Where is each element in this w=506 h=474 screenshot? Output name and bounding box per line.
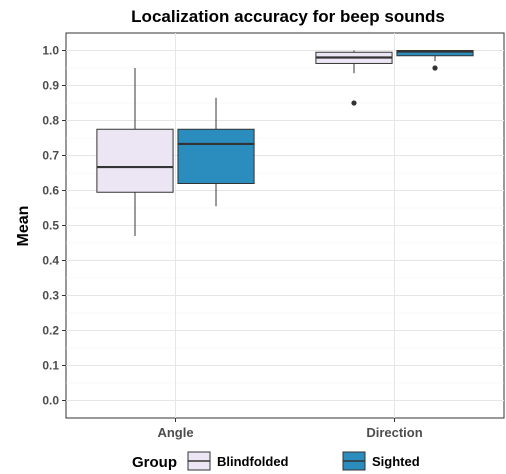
y-tick-label: 0.2	[42, 324, 59, 338]
y-tick-label: 0.7	[42, 149, 59, 163]
y-tick-label: 0.4	[42, 254, 59, 268]
x-axis-ticks: Angle Direction	[157, 418, 423, 440]
y-tick-label: 0.8	[42, 114, 59, 128]
legend-key-blindfolded: Blindfolded	[187, 451, 289, 471]
box-sighted-angle	[177, 128, 255, 184]
y-tick-label: 0.9	[42, 79, 59, 93]
y-tick-label: 0.1	[42, 359, 59, 373]
y-tick-label: 0.3	[42, 289, 59, 303]
x-tick-label: Direction	[366, 425, 422, 440]
legend: Group Blindfolded Sighted	[132, 451, 420, 471]
y-axis-label: Mean	[15, 206, 32, 247]
y-tick-label: 1.0	[42, 44, 59, 58]
legend-key-sighted: Sighted	[342, 451, 420, 471]
legend-label: Blindfolded	[217, 454, 289, 469]
y-tick-label: 0.5	[42, 219, 59, 233]
y-axis-ticks: 0.0 0.1 0.2 0.3 0.4 0.5 0.6 0.7 0.8 0.9 1.0	[42, 44, 66, 408]
y-tick-label: 0.6	[42, 184, 59, 198]
legend-title: Group	[132, 454, 177, 471]
box-layer	[96, 50, 474, 236]
y-tick-label: 0.0	[42, 394, 59, 408]
legend-label: Sighted	[372, 454, 420, 469]
box-blindfolded-angle	[96, 128, 174, 193]
outlier-point	[351, 100, 357, 106]
x-tick-label: Angle	[157, 425, 193, 440]
outlier-point	[432, 65, 438, 71]
chart-title: Localization accuracy for beep sounds	[131, 7, 445, 26]
